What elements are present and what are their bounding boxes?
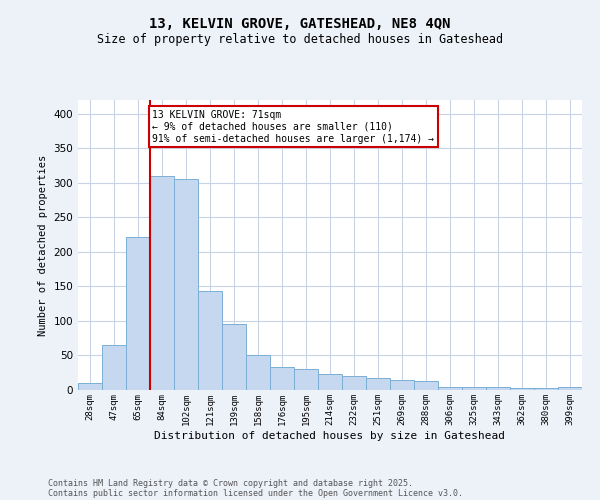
Bar	[222, 324, 246, 390]
Bar	[534, 388, 558, 390]
Text: Size of property relative to detached houses in Gateshead: Size of property relative to detached ho…	[97, 32, 503, 46]
Bar	[318, 374, 342, 390]
Bar	[342, 376, 366, 390]
Bar	[270, 367, 294, 390]
Bar	[366, 378, 390, 390]
Bar	[462, 386, 486, 390]
Bar	[390, 380, 414, 390]
Text: Contains public sector information licensed under the Open Government Licence v3: Contains public sector information licen…	[48, 488, 463, 498]
Bar	[150, 176, 174, 390]
Bar	[78, 383, 102, 390]
Text: 13, KELVIN GROVE, GATESHEAD, NE8 4QN: 13, KELVIN GROVE, GATESHEAD, NE8 4QN	[149, 18, 451, 32]
Bar	[294, 370, 318, 390]
Bar	[174, 180, 198, 390]
Bar	[510, 388, 534, 390]
Bar	[246, 356, 270, 390]
Y-axis label: Number of detached properties: Number of detached properties	[38, 154, 48, 336]
Bar	[198, 292, 222, 390]
Text: 13 KELVIN GROVE: 71sqm
← 9% of detached houses are smaller (110)
91% of semi-det: 13 KELVIN GROVE: 71sqm ← 9% of detached …	[152, 110, 434, 144]
Text: Contains HM Land Registry data © Crown copyright and database right 2025.: Contains HM Land Registry data © Crown c…	[48, 478, 413, 488]
Bar	[438, 386, 462, 390]
Bar	[558, 386, 582, 390]
Bar	[486, 387, 510, 390]
Bar	[414, 381, 438, 390]
Bar	[102, 345, 126, 390]
X-axis label: Distribution of detached houses by size in Gateshead: Distribution of detached houses by size …	[155, 430, 505, 440]
Bar	[126, 236, 150, 390]
